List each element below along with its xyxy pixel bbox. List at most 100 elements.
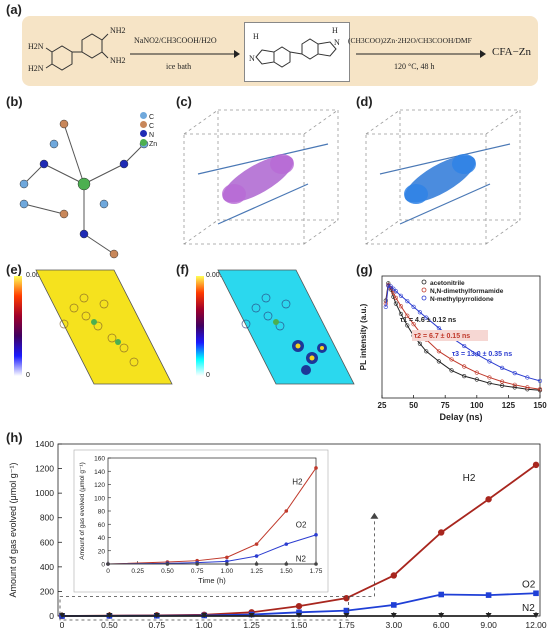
intermediate-structure (255, 38, 337, 68)
zoom-region (59, 595, 349, 621)
tau-label: τ3 = 13.0 ± 0.35 ns (452, 351, 512, 358)
data-point (296, 613, 302, 618)
decay-point (393, 295, 399, 300)
intermediate-h-2: H (332, 26, 338, 35)
fit-line-3 (385, 285, 541, 382)
intermediate-n-2: N (334, 38, 340, 47)
x-tick-label: 1.25 (243, 620, 260, 630)
inset-x-tick-label: 1.75 (310, 568, 323, 575)
x-tick-label: 1.75 (338, 620, 355, 630)
inset-x-tick-label: 1.25 (250, 568, 263, 575)
decay-point (405, 299, 410, 304)
x-tick-label: 25 (378, 401, 387, 410)
x-tick-label: 75 (441, 401, 450, 410)
inset-label-n2: N2 (296, 554, 307, 563)
x-tick-label: 125 (502, 401, 516, 410)
decay-point (388, 284, 393, 289)
plot-frame (381, 275, 541, 399)
inset-x-tick-label: 1.00 (221, 568, 234, 575)
data-point (485, 592, 492, 598)
decay-point (499, 365, 505, 370)
decay-point (487, 375, 492, 380)
inset-x-tick-label: 1.50 (280, 568, 293, 575)
data-point (390, 613, 397, 618)
inset-point (165, 562, 170, 566)
decay-point (487, 381, 492, 386)
legend-marker (421, 295, 427, 301)
decay-point (525, 375, 530, 380)
product-label: CFA−Zn (492, 46, 532, 58)
atom-legend: C C N Zn (140, 112, 176, 148)
data-point (343, 607, 350, 614)
inset-y-tick-label: 80 (98, 509, 106, 516)
legend-n: N (140, 130, 176, 139)
data-point (296, 609, 302, 616)
legend-c-orange: C (140, 121, 176, 130)
decay-point (525, 385, 530, 390)
x-tick-label: 3.00 (386, 620, 403, 630)
pl-decay-chart: 25 50 75 100 125 150 Delay (ns) PL intensity (a… (359, 275, 547, 422)
reactant-structure (45, 33, 109, 71)
decay-point (487, 359, 492, 364)
series-label-h2: H2 (463, 473, 476, 484)
decay-point (436, 359, 441, 364)
panel-label-e: (e) (6, 262, 22, 277)
data-point (438, 591, 444, 598)
y-tick-label: 200 (40, 586, 54, 596)
x-tick-label: 1.00 (196, 620, 213, 630)
panel-label-c: (c) (176, 94, 192, 109)
decay-point (537, 387, 543, 392)
x-tick-label: 150 (533, 401, 547, 410)
decay-point (393, 289, 399, 294)
inset-point (314, 533, 318, 537)
x-axis-label: Delay (ns) (439, 412, 482, 422)
fit-line-1 (385, 281, 541, 391)
reagent-2: (CH3COO)2Zn·2H2O/CH3COOH/DMF (348, 36, 472, 45)
inset-point (195, 562, 199, 566)
data-point (533, 590, 539, 597)
inset-point (254, 542, 259, 546)
inset-point (225, 562, 229, 566)
h2n-label-2: H2N (28, 64, 44, 73)
inset-y-tick-label: 160 (94, 456, 105, 463)
x-tick-label: 12.00 (525, 620, 547, 630)
atom (49, 139, 59, 149)
inset-point (284, 562, 289, 566)
synthesis-scheme: H2N H2N NH2 NH2 NaNO2/CH3COOH/H2O ice ba… (22, 16, 538, 86)
inset-point (225, 559, 229, 564)
decay-point (417, 310, 423, 315)
decay-point (386, 283, 391, 288)
x-tick-label: 6.00 (433, 620, 450, 630)
decay-point (462, 374, 467, 379)
x-tick-label: 1.50 (291, 620, 308, 630)
panel-label-d: (d) (356, 94, 373, 109)
data-point (485, 613, 492, 618)
y-tick-label: 1200 (35, 464, 54, 474)
decay-point (405, 313, 410, 318)
data-point (343, 613, 350, 618)
data-point (391, 602, 397, 608)
inset-x-tick-label: 0.75 (191, 568, 204, 575)
inset-background (73, 449, 329, 593)
y-tick-label: 0 (49, 611, 54, 621)
decay-point (462, 364, 467, 369)
inset-point (314, 466, 318, 470)
intermediate-h-1: H (253, 32, 259, 41)
data-point (201, 613, 208, 618)
inset-x-tick-label: 0.50 (161, 568, 174, 575)
colorbar-f (196, 276, 204, 376)
y-tick-label: 1400 (35, 439, 54, 449)
inset-y-tick-label: 140 (94, 469, 105, 476)
panel-label-h: (h) (6, 430, 23, 445)
decay-point (424, 315, 429, 320)
atom (119, 159, 129, 169)
legend-marker (421, 279, 427, 285)
decay-point (474, 370, 479, 375)
decay-point (436, 325, 441, 331)
inset-point (284, 509, 289, 513)
density-map-e (35, 269, 173, 385)
zoom-arrow-head (370, 512, 379, 519)
y-axis-label: Amount of gas evolved (μmol g⁻¹) (8, 463, 18, 598)
inset-y-tick-label: 0 (101, 562, 105, 569)
inset-label-o2: O2 (296, 521, 307, 530)
